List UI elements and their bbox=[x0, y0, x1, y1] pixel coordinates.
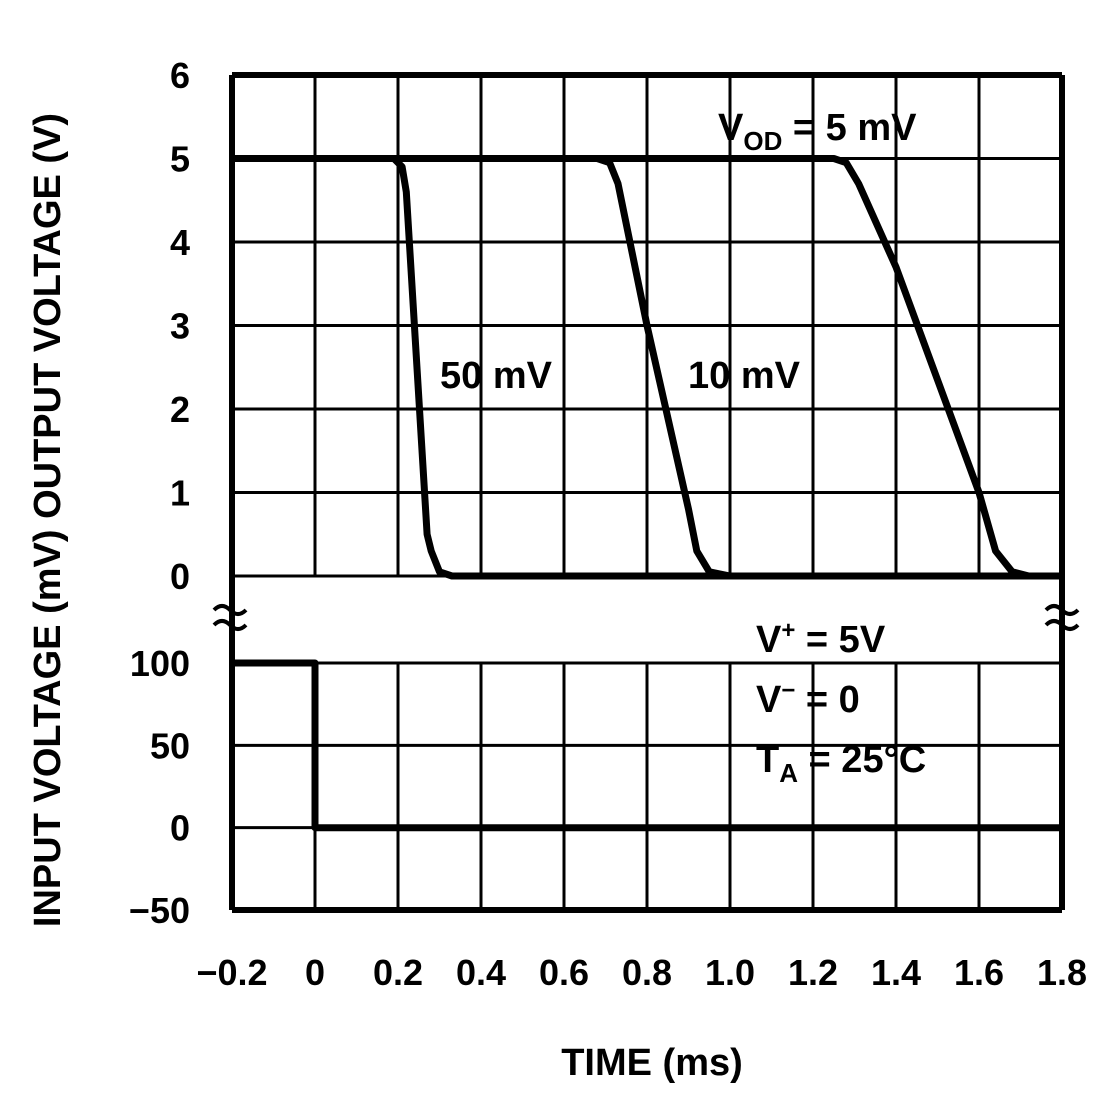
tick-labels: −0.2 0 0.2 0.4 0.6 0.8 1.0 1.2 1.4 1.6 1.8 0 1 2 3 4 5 6 1… bbox=[129, 55, 1087, 993]
series-lines bbox=[232, 155, 1062, 832]
y-tick-label-output: 0 bbox=[170, 556, 190, 597]
series-line-input bbox=[232, 659, 1062, 832]
y-tick-label-input: −50 bbox=[129, 890, 190, 931]
x-tick-label: 1.4 bbox=[871, 952, 921, 993]
y-tick-label-output: 6 bbox=[170, 55, 190, 96]
x-tick-label: −0.2 bbox=[196, 952, 267, 993]
label-ta: TA = 25°C bbox=[756, 739, 926, 788]
label-vminus: V− = 0 bbox=[756, 677, 860, 721]
x-tick-label: 1.8 bbox=[1037, 952, 1087, 993]
y-tick-label-input: 0 bbox=[170, 808, 190, 849]
x-tick-label: 0.8 bbox=[622, 952, 672, 993]
y-tick-label-output: 1 bbox=[170, 473, 190, 514]
series-line-output-2 bbox=[232, 155, 1062, 580]
label-vod: VOD = 5 mV bbox=[718, 107, 917, 156]
x-tick-label: 1.6 bbox=[954, 952, 1004, 993]
label-vplus: V+ = 5V bbox=[756, 617, 886, 661]
y-tick-label-output: 4 bbox=[170, 222, 190, 263]
x-tick-label: 1.0 bbox=[705, 952, 755, 993]
axis-break-left-icon bbox=[212, 604, 248, 631]
x-tick-label: 0.6 bbox=[539, 952, 589, 993]
label-50mv: 50 mV bbox=[440, 355, 553, 397]
x-tick-label: 0.2 bbox=[373, 952, 423, 993]
x-axis-label: TIME (ms) bbox=[561, 1042, 743, 1084]
axis-break-right-icon bbox=[1044, 604, 1080, 631]
y-tick-label-input: 100 bbox=[130, 643, 190, 684]
y-tick-label-output: 5 bbox=[170, 139, 190, 180]
x-tick-label: 0 bbox=[305, 952, 325, 993]
y-axis-label: INPUT VOLTAGE (mV) OUTPUT VOLTAGE (V) bbox=[27, 113, 69, 927]
y-tick-label-output: 3 bbox=[170, 306, 190, 347]
x-tick-label: 1.2 bbox=[788, 952, 838, 993]
y-tick-label-input: 50 bbox=[150, 725, 190, 766]
label-10mv: 10 mV bbox=[688, 355, 801, 397]
y-tick-label-output: 2 bbox=[170, 389, 190, 430]
grid bbox=[229, 72, 1065, 913]
x-tick-label: 0.4 bbox=[456, 952, 506, 993]
